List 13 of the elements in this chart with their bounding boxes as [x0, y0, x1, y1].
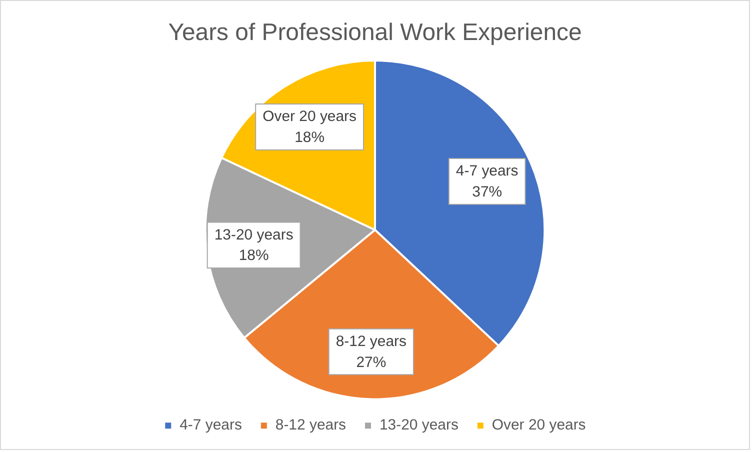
- legend-label: 4-7 years: [180, 416, 242, 434]
- legend-label: 13-20 years: [379, 416, 458, 434]
- data-label: 18%: [294, 129, 325, 146]
- data-label: 27%: [356, 354, 386, 371]
- data-label: 18%: [238, 247, 269, 264]
- slice-label: 8-12 years: [336, 332, 406, 350]
- legend-label: 8-12 years: [275, 416, 346, 434]
- chart-title: Years of Professional Work Experience: [168, 18, 582, 46]
- slice-label: 13-20 years: [214, 226, 294, 244]
- slice-label: 4-7 years: [456, 162, 518, 180]
- legend-label: Over 20 years: [492, 416, 586, 434]
- data-label: 37%: [472, 184, 502, 201]
- slice-label: Over 20 years: [262, 108, 356, 126]
